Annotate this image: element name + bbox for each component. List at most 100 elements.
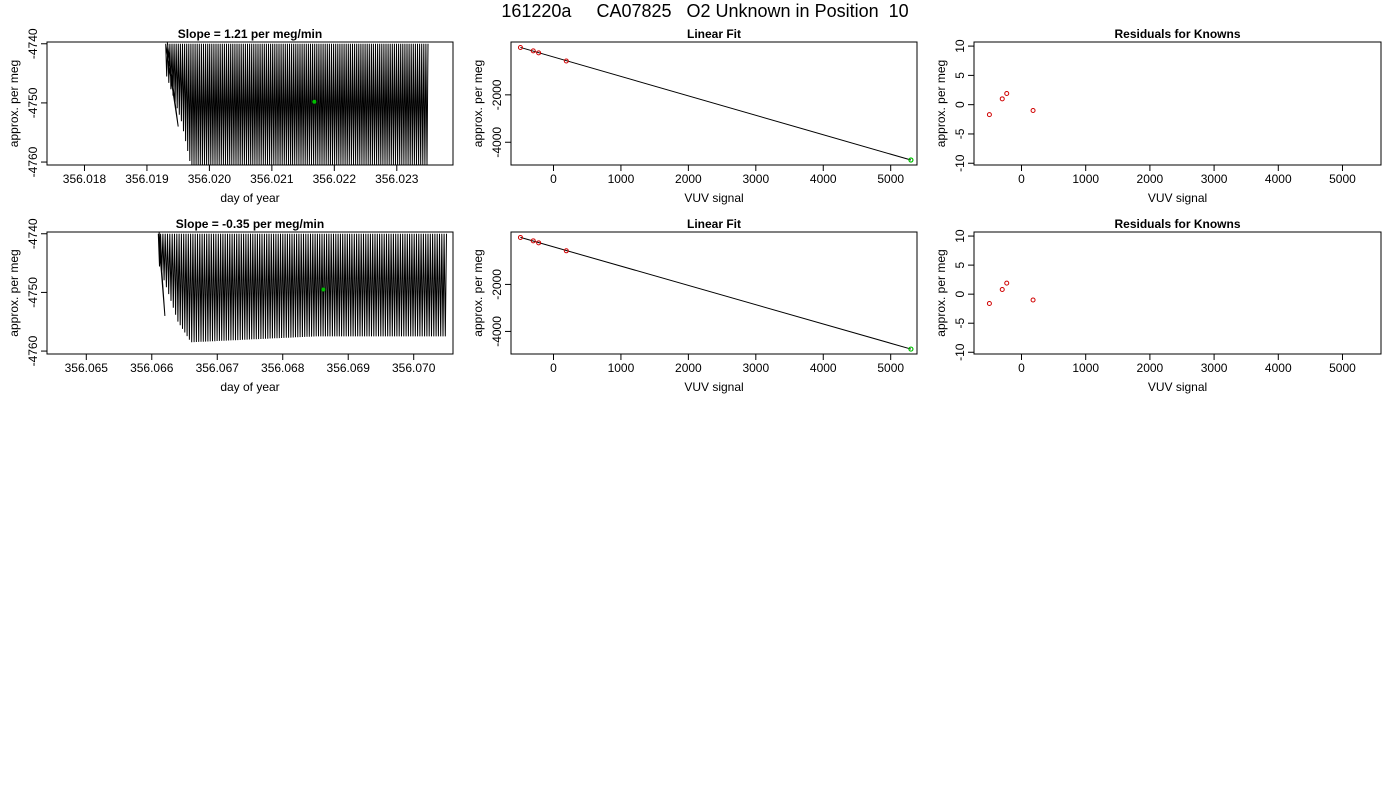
x-tick-label: 5000 <box>877 361 904 375</box>
x-tick-label: 356.070 <box>392 361 436 375</box>
x-axis-label: VUV signal <box>1148 380 1207 394</box>
x-tick-label: 3000 <box>742 361 769 375</box>
x-tick-label: 2000 <box>675 172 702 186</box>
plot-frame <box>510 231 918 355</box>
known-point <box>986 112 992 118</box>
known-point <box>536 50 542 56</box>
y-tick-label: 10 <box>953 229 967 243</box>
x-tick-label: 5000 <box>1329 361 1356 375</box>
x-tick-label: 4000 <box>810 172 837 186</box>
y-tick-label: -5 <box>953 128 967 139</box>
y-tick-label: 10 <box>953 39 967 53</box>
plot-frame <box>46 41 454 166</box>
plot-frame <box>973 231 1382 355</box>
unknown-point <box>908 157 914 163</box>
panel-title: Linear Fit <box>687 27 741 41</box>
known-point <box>536 240 542 246</box>
y-tick-label: -4760 <box>26 335 40 366</box>
y-axis-label: approx. per meg <box>934 60 948 147</box>
y-axis-label: approx. per meg <box>934 249 948 336</box>
known-point <box>1030 297 1036 303</box>
x-tick-label: 4000 <box>1265 172 1292 186</box>
y-tick-label: -4740 <box>26 218 40 249</box>
panel-title: Slope = -0.35 per meg/min <box>176 217 324 231</box>
panel-row2-residuals: Residuals for Knowns VUV signal approx. pe… <box>934 217 1382 394</box>
panel-row1-residuals: Residuals for Knowns VUV signal approx. pe… <box>934 27 1382 205</box>
plot-area <box>157 232 447 343</box>
x-tick-label: 1000 <box>1072 172 1099 186</box>
x-tick-label: 356.021 <box>250 172 294 186</box>
known-point <box>1004 280 1010 286</box>
y-axis-label: approx. per meg <box>471 249 485 336</box>
y-tick-label: -4750 <box>26 277 40 308</box>
known-point <box>517 44 523 50</box>
plot-frame <box>973 41 1382 166</box>
known-point <box>517 234 523 240</box>
x-tick-label: 0 <box>550 361 557 375</box>
x-tick-label: 3000 <box>1201 172 1228 186</box>
x-tick-label: 356.023 <box>375 172 419 186</box>
unknown-point <box>908 346 914 352</box>
x-tick-label: 4000 <box>1265 361 1292 375</box>
plot-area <box>986 280 1036 306</box>
known-point <box>1004 91 1010 97</box>
x-tick-label: 356.069 <box>327 361 371 375</box>
y-tick-label: -4740 <box>26 28 40 59</box>
plot-area <box>986 91 1036 118</box>
y-tick-label: 0 <box>953 101 967 108</box>
panel-title: Slope = 1.21 per meg/min <box>178 27 322 41</box>
x-axis-label: day of year <box>220 380 279 394</box>
known-point <box>530 238 536 244</box>
y-tick-label: -4000 <box>490 316 504 347</box>
y-axis-label: approx. per meg <box>471 60 485 147</box>
known-point <box>563 248 569 254</box>
x-tick-label: 356.068 <box>261 361 305 375</box>
x-tick-label: 5000 <box>877 172 904 186</box>
x-tick-label: 356.019 <box>125 172 169 186</box>
unknown-mean-point <box>312 99 317 104</box>
x-tick-label: 356.020 <box>188 172 232 186</box>
y-tick-label: 5 <box>953 72 967 79</box>
known-point <box>563 58 569 64</box>
y-tick-label: -2000 <box>490 79 504 110</box>
x-tick-label: 356.018 <box>63 172 107 186</box>
y-tick-label: -10 <box>953 154 967 172</box>
y-tick-label: -4000 <box>490 127 504 158</box>
panel-title: Residuals for Knowns <box>1114 217 1240 231</box>
y-axis-label: approx. per meg <box>7 60 21 147</box>
panel-row2-linear: Linear Fit VUV signal approx. per meg 0 1000… <box>471 217 918 394</box>
x-tick-label: 2000 <box>1137 172 1164 186</box>
y-tick-label: -4760 <box>26 146 40 177</box>
x-tick-label: 0 <box>550 172 557 186</box>
y-axis-label: approx. per meg <box>7 249 21 336</box>
plot-area <box>517 44 914 163</box>
y-tick-label: 0 <box>953 291 967 298</box>
y-tick-label: -5 <box>953 318 967 329</box>
panel-row1-trace: Slope = 1.21 per meg/min day of year appro… <box>7 27 454 205</box>
plot-area <box>165 42 429 165</box>
panel-title: Residuals for Knowns <box>1114 27 1240 41</box>
trace-line <box>157 232 447 343</box>
x-tick-label: 1000 <box>608 172 635 186</box>
x-tick-label: 2000 <box>675 361 702 375</box>
panel-title: Linear Fit <box>687 217 741 231</box>
fit-line <box>520 46 912 161</box>
panel-row1-linear: Linear Fit VUV signal approx. per meg 0 1000… <box>471 27 918 205</box>
y-tick-label: -2000 <box>490 269 504 300</box>
plot-frame <box>46 231 454 355</box>
known-point <box>1030 108 1036 114</box>
known-point <box>530 48 536 54</box>
x-tick-label: 356.022 <box>313 172 357 186</box>
page-title: 161220a CA07825 O2 Unknown in Position 1… <box>501 1 908 21</box>
x-tick-label: 4000 <box>810 361 837 375</box>
fit-line <box>520 236 912 350</box>
x-tick-label: 356.066 <box>130 361 174 375</box>
known-point <box>986 300 992 306</box>
trace-line <box>165 42 429 165</box>
known-point <box>999 287 1005 293</box>
x-tick-label: 356.065 <box>65 361 109 375</box>
x-axis-label: VUV signal <box>684 380 743 394</box>
x-tick-label: 356.067 <box>196 361 240 375</box>
x-tick-label: 0 <box>1018 361 1025 375</box>
